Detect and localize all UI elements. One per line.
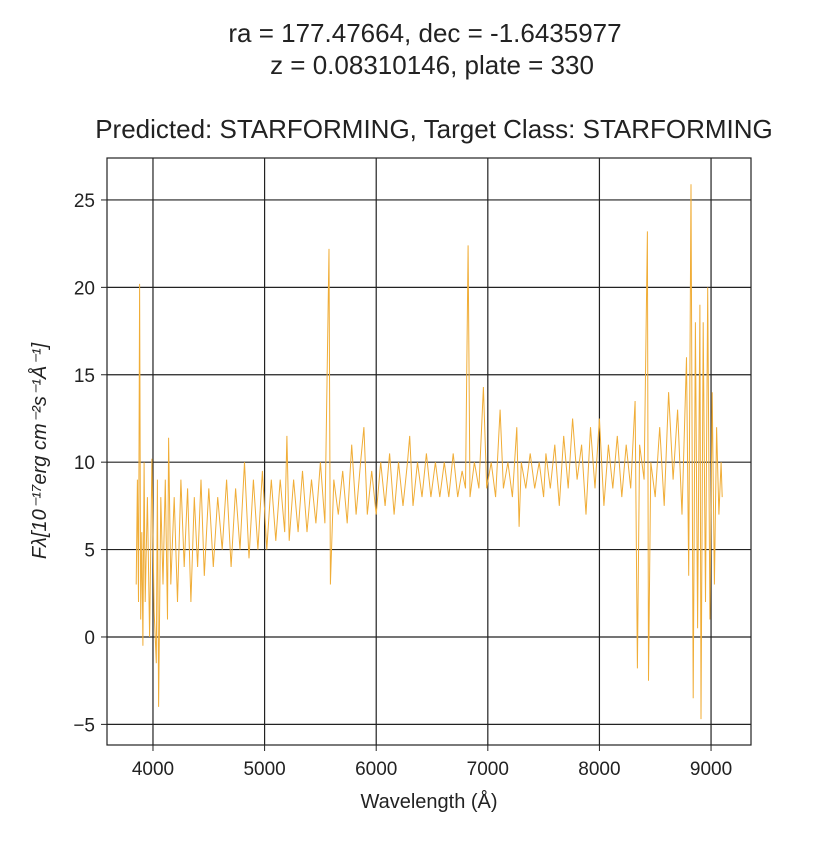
x-tick-label: 7000 [467, 759, 509, 780]
chart-subtitle: Predicted: STARFORMING, Target Class: ST… [95, 114, 773, 144]
x-axis-label: Wavelength (Å) [360, 790, 497, 813]
y-tick-label: −5 [73, 715, 95, 736]
chart-title: ra = 177.47664, dec = -1.6435977 [228, 18, 621, 48]
y-tick-label: 5 [84, 541, 95, 562]
x-tick-label: 5000 [243, 759, 285, 780]
x-tick-label: 9000 [690, 759, 732, 780]
chart-title: z = 0.08310146, plate = 330 [270, 50, 594, 80]
y-tick-label: 10 [74, 453, 95, 474]
y-tick-label: 0 [84, 628, 95, 649]
spectrum-line [135, 184, 723, 720]
y-tick-label: 20 [74, 278, 95, 299]
x-tick-label: 8000 [578, 759, 620, 780]
y-tick-label: 15 [74, 366, 95, 387]
x-tick-label: 6000 [355, 759, 397, 780]
x-tick-label: 4000 [132, 759, 174, 780]
y-tick-label: 25 [74, 191, 95, 212]
y-axis-label: Fλ[10⁻¹⁷erg cm⁻²s⁻¹Å⁻¹] [28, 342, 51, 559]
plot-frame [106, 157, 752, 746]
